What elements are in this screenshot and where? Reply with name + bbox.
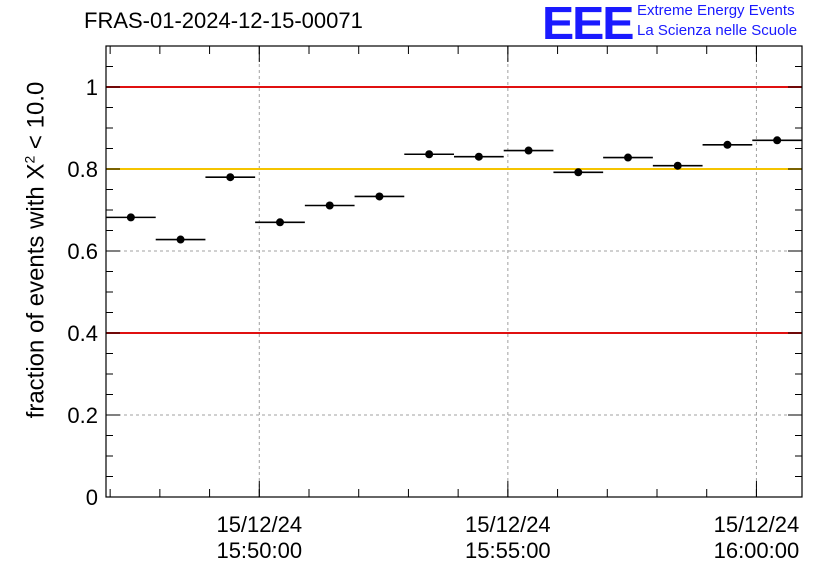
data-point	[624, 153, 632, 162]
x-tick-time-label: 15:50:00	[216, 538, 302, 563]
data-point	[176, 235, 185, 244]
data-point	[126, 213, 135, 222]
data-point	[673, 161, 682, 170]
y-tick-label: 0.4	[67, 321, 98, 346]
data-point	[474, 152, 483, 161]
y-tick-label: 0.6	[67, 239, 98, 264]
data-point	[723, 140, 732, 149]
y-tick-label: 0.2	[67, 403, 98, 428]
y-tick-label: 1	[86, 75, 98, 100]
logo-line-2: La Scienza nelle Scuole	[637, 22, 798, 39]
data-point	[524, 146, 533, 155]
chart-title: FRAS-01-2024-12-15-00071	[84, 8, 363, 33]
y-tick-label: 0.8	[67, 157, 98, 182]
eee-logo: EEE	[542, 0, 634, 49]
data-point	[226, 173, 235, 182]
y-tick-label: 0	[86, 485, 98, 510]
data-point	[375, 192, 384, 201]
logo-line-1: Extreme Energy Events	[637, 2, 795, 19]
data-point	[574, 168, 583, 177]
data-point	[276, 218, 284, 227]
data-point	[425, 150, 434, 159]
x-tick-date-label: 15/12/24	[216, 512, 302, 537]
plot-frame	[105, 45, 803, 498]
data-point	[773, 136, 782, 145]
x-tick-date-label: 15/12/24	[714, 512, 800, 537]
data-point	[325, 201, 334, 210]
x-tick-time-label: 16:00:00	[714, 538, 800, 563]
x-tick-time-label: 15:55:00	[465, 538, 551, 563]
x-tick-date-label: 15/12/24	[465, 512, 551, 537]
